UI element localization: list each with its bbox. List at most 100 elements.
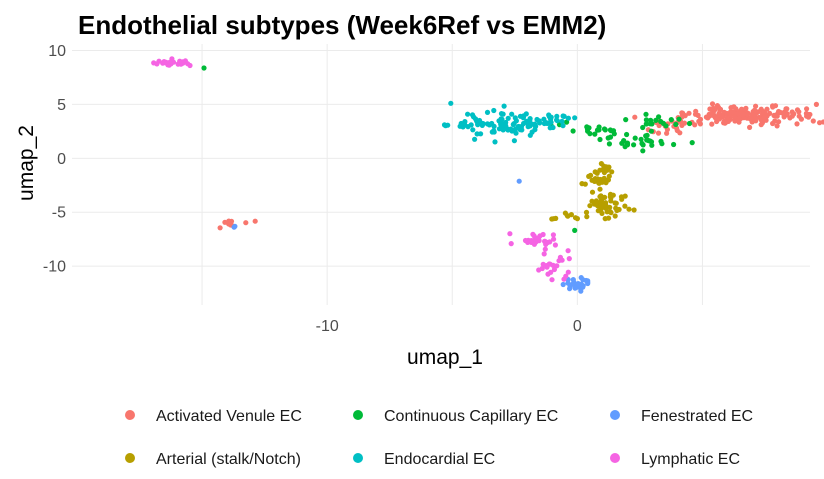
- data-point: [596, 180, 602, 186]
- legend-label: Continuous Capillary EC: [384, 408, 558, 425]
- data-point: [656, 114, 662, 120]
- data-point: [559, 118, 565, 124]
- data-point: [720, 114, 726, 120]
- data-point: [607, 204, 613, 210]
- data-point: [565, 115, 572, 121]
- data-point: [584, 214, 590, 220]
- data-point: [550, 124, 556, 131]
- data-point: [179, 59, 186, 65]
- data-point: [587, 203, 593, 209]
- legend-label: Endocardial EC: [384, 451, 495, 468]
- data-point: [460, 124, 466, 130]
- data-point: [509, 111, 515, 117]
- data-point: [622, 144, 628, 150]
- data-point: [552, 242, 559, 248]
- data-point: [668, 117, 674, 123]
- data-point: [564, 119, 570, 125]
- data-point: [536, 267, 542, 273]
- data-point: [597, 194, 603, 200]
- data-point: [643, 117, 650, 123]
- data-point: [498, 111, 505, 117]
- data-point: [589, 189, 596, 195]
- x-axis-ticks: -10 0: [316, 318, 582, 335]
- legend-key: [610, 453, 620, 463]
- data-point: [484, 109, 491, 115]
- data-point: [561, 113, 567, 119]
- data-point: [686, 110, 692, 116]
- data-point: [583, 209, 590, 215]
- data-point: [656, 122, 662, 129]
- data-point: [732, 114, 738, 120]
- data-point: [507, 231, 513, 237]
- data-point: [175, 61, 181, 67]
- data-point: [758, 106, 764, 112]
- data-point: [747, 124, 753, 130]
- legend-key: [125, 453, 135, 463]
- data-point: [226, 218, 232, 224]
- data-point: [621, 138, 627, 144]
- data-point: [640, 148, 646, 154]
- legend-key: [125, 410, 135, 420]
- data-point: [709, 112, 715, 118]
- data-point: [680, 110, 686, 116]
- legend: Activated Venule EC Arterial (stalk/Notch…: [125, 408, 753, 468]
- data-point: [533, 239, 539, 245]
- data-point: [624, 131, 630, 138]
- data-point: [513, 130, 519, 136]
- data-point: [448, 100, 454, 106]
- data-point: [602, 216, 608, 222]
- data-point: [541, 251, 547, 257]
- data-point: [554, 117, 560, 123]
- data-point: [243, 220, 249, 226]
- series-arterial-stalk-notch-: [549, 161, 637, 222]
- data-point: [525, 237, 531, 243]
- data-point: [643, 121, 649, 127]
- data-point: [741, 111, 747, 117]
- data-point: [614, 207, 620, 214]
- data-point: [647, 138, 653, 144]
- data-point: [774, 123, 780, 129]
- data-point: [761, 114, 767, 120]
- data-point: [599, 210, 605, 216]
- data-point: [560, 123, 566, 129]
- y-tick-label: 0: [57, 151, 66, 168]
- data-point: [527, 132, 533, 138]
- data-point: [468, 122, 474, 128]
- data-point: [517, 113, 524, 119]
- series-endocardial-ec: [441, 100, 578, 145]
- data-point: [681, 120, 688, 126]
- data-point: [572, 115, 578, 121]
- data-point: [631, 142, 637, 148]
- data-point: [570, 128, 576, 134]
- data-point: [803, 110, 810, 117]
- data-point: [638, 136, 644, 142]
- grid-lines: [72, 44, 810, 305]
- data-point: [566, 256, 572, 262]
- x-tick-label: 0: [573, 318, 582, 335]
- data-point: [557, 254, 564, 260]
- data-point: [609, 169, 615, 175]
- data-point: [587, 131, 593, 137]
- data-point: [510, 121, 516, 128]
- data-point: [676, 116, 682, 122]
- data-point: [519, 127, 525, 133]
- data-point: [441, 122, 448, 128]
- data-point: [597, 167, 603, 173]
- data-point: [589, 198, 595, 204]
- data-point: [523, 111, 529, 117]
- y-axis-title: umap_2: [15, 125, 38, 201]
- data-point: [780, 111, 787, 117]
- legend-label: Activated Venule EC: [156, 408, 302, 425]
- data-point: [604, 167, 610, 173]
- data-point: [715, 104, 722, 110]
- data-point: [607, 191, 614, 197]
- data-point: [597, 186, 603, 192]
- data-point: [531, 233, 537, 239]
- data-point: [505, 115, 511, 121]
- legend-label: Lymphatic EC: [641, 451, 740, 468]
- data-point: [546, 261, 552, 267]
- data-point: [626, 206, 632, 212]
- data-point: [674, 127, 680, 134]
- data-point: [607, 134, 614, 140]
- data-point: [724, 110, 730, 116]
